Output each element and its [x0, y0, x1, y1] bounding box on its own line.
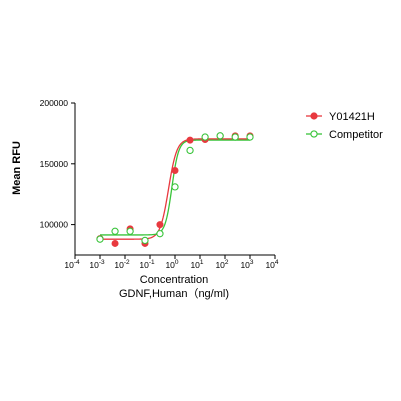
- x-axis: 10-4 10-3 10-2 10-1 100 101 102 103 104: [64, 254, 279, 270]
- data-point-competitor: [216, 132, 224, 140]
- x-tick-label: 103: [240, 259, 253, 270]
- x-tick-exponent: 4: [275, 259, 279, 266]
- y-axis: 100000 150000 200000: [40, 98, 76, 255]
- x-axis-subtitle: GDNF,Human（ng/ml): [119, 287, 229, 300]
- data-point-y01421h: [111, 239, 119, 247]
- y-tick-label: 100000: [40, 220, 69, 230]
- y-tick-label: 200000: [40, 98, 69, 108]
- x-tick-exponent: 2: [225, 259, 229, 266]
- x-tick-exponent: -4: [74, 259, 80, 266]
- x-tick-exponent: -2: [124, 259, 130, 266]
- data-point-competitor: [201, 133, 209, 141]
- x-tick-label: 104: [265, 259, 278, 270]
- data-point-y01421h: [186, 136, 194, 144]
- x-tick-exponent: 1: [200, 259, 204, 266]
- data-point-competitor: [126, 227, 134, 235]
- data-point-competitor: [156, 230, 164, 238]
- x-tick-base: 10: [215, 260, 225, 270]
- data-point-competitor: [111, 227, 119, 235]
- x-tick-label: 10-4: [64, 259, 80, 270]
- y-axis-title: Mean RFU: [11, 141, 23, 195]
- legend-swatch-marker: [310, 112, 318, 120]
- x-tick-base: 10: [165, 260, 175, 270]
- y-tick-label: 150000: [40, 159, 69, 169]
- x-tick-exponent: -3: [99, 259, 105, 266]
- data-point-y01421h: [171, 166, 179, 174]
- x-tick-base: 10: [64, 260, 74, 270]
- data-point-competitor: [96, 235, 104, 243]
- x-tick-base: 10: [190, 260, 200, 270]
- legend: Y01421H Competitor: [306, 111, 383, 141]
- data-point-competitor: [186, 146, 194, 155]
- legend-swatch-marker: [310, 130, 318, 138]
- x-tick-exponent: 0: [175, 259, 179, 266]
- x-tick-base: 10: [240, 260, 250, 270]
- legend-label: Competitor: [329, 129, 383, 141]
- x-tick-label: 10-3: [89, 259, 105, 270]
- legend-label: Y01421H: [329, 111, 375, 123]
- x-tick-base: 10: [139, 260, 149, 270]
- x-tick-label: 100: [165, 259, 178, 270]
- data-point-competitor: [171, 183, 179, 191]
- x-tick-label: 10-1: [139, 259, 155, 270]
- data-points: [96, 132, 254, 247]
- x-tick-label: 101: [190, 259, 203, 270]
- x-tick-label: 10-2: [114, 259, 130, 270]
- x-tick-base: 10: [89, 260, 99, 270]
- x-tick-base: 10: [265, 260, 275, 270]
- data-point-competitor: [231, 133, 239, 141]
- fit-curve-y01421h: [100, 138, 250, 240]
- data-point-competitor: [246, 133, 254, 141]
- x-tick-label: 102: [215, 259, 228, 270]
- x-tick-exponent: -1: [149, 259, 155, 266]
- data-point-competitor: [141, 236, 149, 245]
- x-tick-exponent: 3: [250, 259, 254, 266]
- x-tick-base: 10: [114, 260, 124, 270]
- data-point-y01421h: [156, 221, 164, 229]
- x-axis-title: Concentration: [140, 274, 209, 286]
